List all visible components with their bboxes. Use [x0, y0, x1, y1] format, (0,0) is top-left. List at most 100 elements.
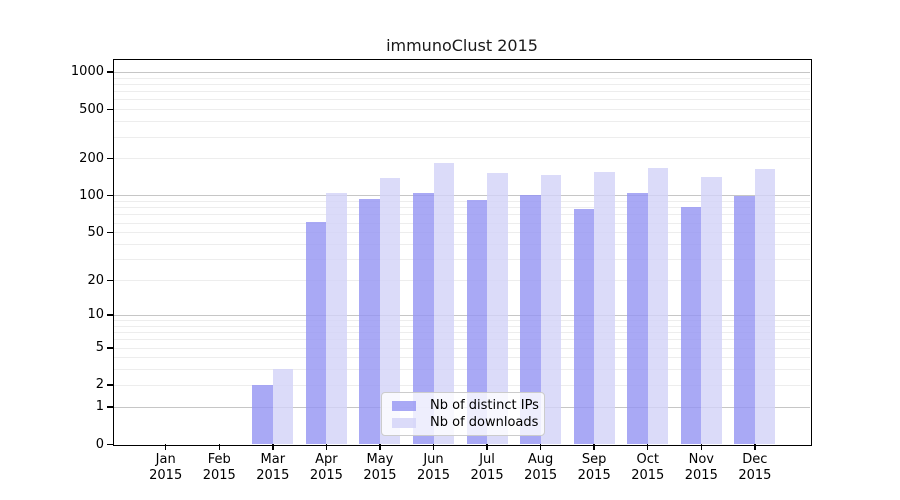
gridline-minor — [114, 201, 810, 203]
y-tick-label: 20 — [87, 272, 104, 288]
x-label-year: 2015 — [149, 468, 183, 483]
bar-jun-downloads — [433, 163, 454, 444]
y-tick-label: 100 — [79, 187, 104, 203]
x-label-year: 2015 — [524, 468, 558, 483]
x-tick-label: Dec 2015 — [727, 452, 783, 484]
gridline-minor — [114, 320, 810, 321]
bar-may-ips — [359, 199, 380, 444]
gridline-minor — [114, 384, 810, 386]
gridline-minor — [114, 325, 810, 327]
gridline-minor — [114, 339, 810, 341]
bar-sep-downloads — [594, 172, 615, 444]
x-tick — [754, 444, 756, 450]
gridline-minor — [114, 214, 810, 216]
x-tick — [539, 444, 542, 450]
bar-dec-downloads — [754, 168, 776, 444]
legend-label: Nb of distinct IPs — [430, 398, 539, 413]
x-tick — [646, 444, 649, 450]
gridline-minor — [114, 232, 810, 234]
gridline-minor — [114, 259, 810, 261]
x-tick — [218, 444, 220, 450]
x-tick — [272, 444, 274, 450]
x-tick — [164, 444, 167, 450]
y-tick — [107, 279, 113, 282]
bar-oct-downloads — [647, 167, 669, 444]
x-label-year: 2015 — [202, 468, 236, 483]
bar-mar-downloads — [272, 369, 294, 444]
x-tick-label: Oct 2015 — [620, 452, 676, 484]
x-label-month: Aug — [527, 452, 554, 467]
bar-sep-ips — [573, 208, 595, 444]
bar-apr-downloads — [326, 192, 347, 444]
bar-may-downloads — [379, 177, 401, 444]
x-label-month: May — [366, 452, 394, 467]
gridline-minor — [114, 207, 810, 209]
y-tick-label: 5 — [95, 340, 104, 355]
x-label-year: 2015 — [577, 468, 611, 483]
bar-mar-ips — [252, 384, 273, 444]
x-label-month: Feb — [207, 452, 231, 467]
y-tick-label: 0 — [95, 436, 104, 452]
x-tick — [432, 444, 435, 450]
x-label-month: Jan — [155, 452, 176, 467]
bar-aug-downloads — [540, 174, 562, 444]
legend-swatch — [392, 400, 416, 411]
gridline-minor — [114, 280, 810, 282]
y-tick — [107, 194, 113, 197]
y-tick-label: 10 — [87, 307, 104, 323]
gridline-major — [114, 314, 810, 316]
gridline-major — [114, 195, 810, 197]
x-tick-label: Jan 2015 — [138, 452, 194, 484]
x-tick-label: Apr 2015 — [298, 452, 354, 484]
y-tick — [107, 443, 113, 445]
y-tick-label: 200 — [79, 150, 104, 166]
y-tick — [107, 384, 113, 386]
x-tick-label: Jul 2015 — [459, 452, 515, 484]
bar-jul-downloads — [487, 173, 508, 444]
gridline-major — [114, 71, 810, 73]
gridline-minor — [114, 369, 810, 371]
gridline-minor — [114, 121, 810, 123]
gridline-minor — [114, 332, 810, 334]
y-tick — [107, 108, 113, 111]
x-label-month: Jul — [479, 452, 495, 467]
y-tick-label: 50 — [87, 224, 104, 240]
x-tick-label: May 2015 — [352, 452, 408, 484]
x-label-month: Oct — [636, 452, 659, 467]
bar-nov-downloads — [701, 177, 722, 444]
x-label-year: 2015 — [363, 468, 397, 483]
y-tick-label: 2 — [95, 377, 104, 393]
plot-area — [112, 58, 812, 446]
x-tick-label: Mar 2015 — [245, 452, 301, 484]
y-tick — [107, 314, 113, 316]
x-tick — [379, 444, 381, 450]
legend-item: Nb of downloads — [390, 414, 539, 431]
x-label-year: 2015 — [631, 468, 665, 483]
gridline-minor — [114, 222, 810, 224]
x-label-year: 2015 — [309, 468, 343, 483]
x-tick — [700, 444, 703, 450]
bar-apr-ips — [305, 221, 327, 444]
gridline-minor — [114, 91, 810, 93]
gridline-minor — [114, 347, 810, 349]
bar-nov-ips — [680, 207, 702, 444]
y-tick-label: 1000 — [70, 64, 104, 80]
y-tick — [107, 347, 113, 349]
bar-aug-ips — [520, 195, 541, 444]
legend-label: Nb of downloads — [430, 415, 539, 430]
bar-oct-ips — [627, 193, 648, 444]
x-tick-label: Aug 2015 — [513, 452, 569, 484]
y-tick — [107, 71, 113, 73]
legend-swatch — [392, 417, 416, 428]
x-label-month: Jun — [423, 452, 444, 467]
bar-dec-ips — [734, 196, 755, 444]
x-label-month: Apr — [315, 452, 338, 467]
x-label-month: Dec — [742, 452, 768, 467]
legend-item: Nb of distinct IPs — [390, 397, 539, 414]
x-tick-label: Sep 2015 — [566, 452, 622, 484]
y-tick-label: 500 — [79, 101, 104, 117]
bar-jul-ips — [466, 199, 488, 444]
y-tick — [107, 157, 113, 160]
x-label-year: 2015 — [416, 468, 451, 483]
